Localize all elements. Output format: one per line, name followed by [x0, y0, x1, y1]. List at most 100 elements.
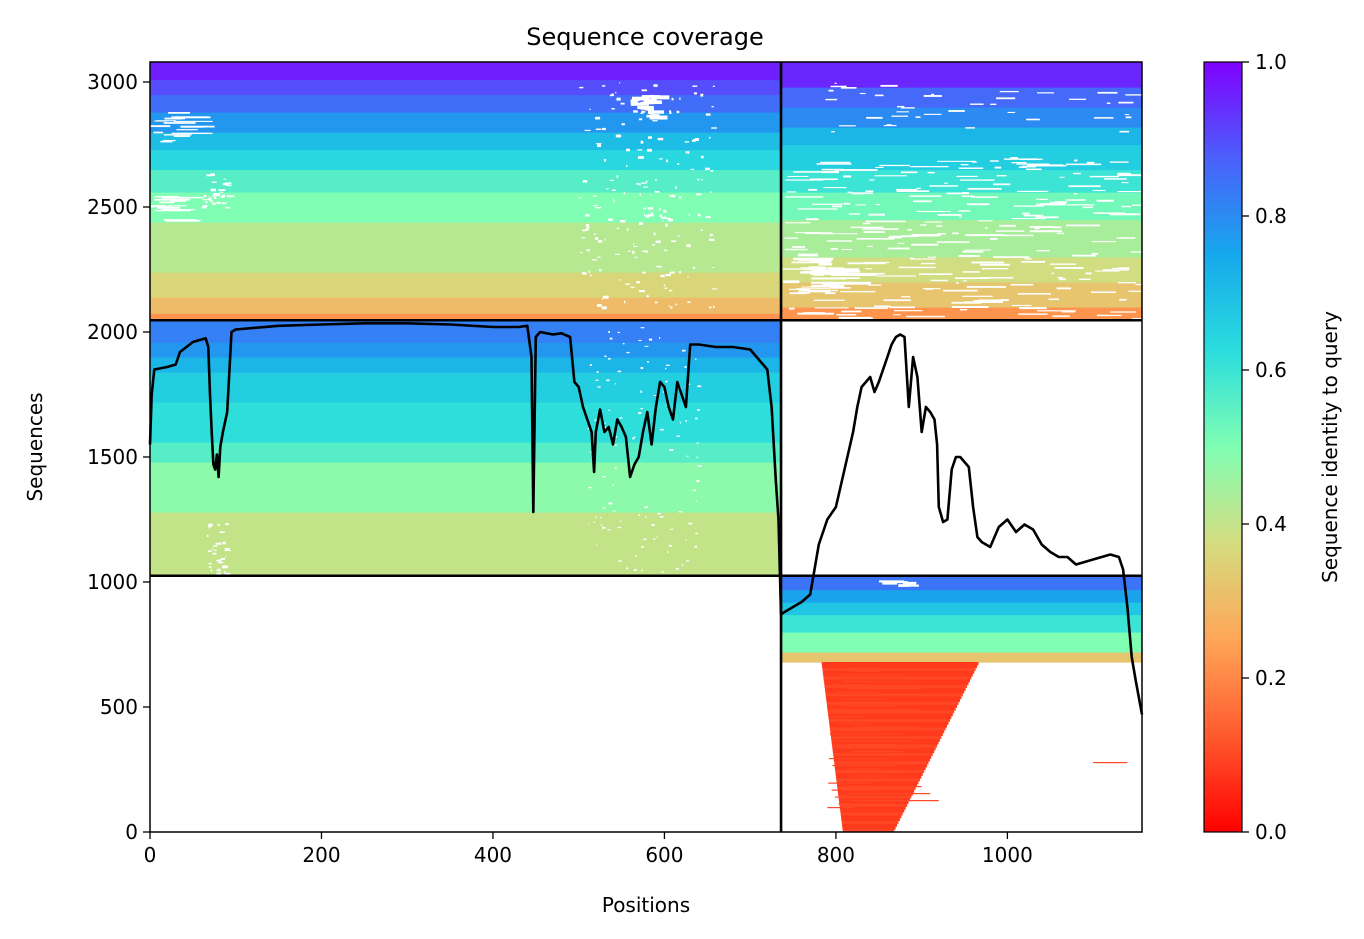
coverage-gap — [661, 216, 667, 219]
coverage-gap — [696, 442, 699, 444]
coverage-gap — [813, 299, 845, 301]
coverage-gap — [163, 139, 176, 142]
coverage-gap — [215, 542, 222, 545]
colorbar-tick-label: 0.0 — [1255, 820, 1287, 844]
coverage-gap — [670, 306, 673, 309]
coverage-band-0-6 — [150, 149, 782, 171]
coverage-gap — [595, 116, 601, 120]
coverage-gap — [965, 234, 1004, 237]
coverage-gap — [626, 148, 630, 152]
coverage-band-2-5 — [781, 169, 1142, 193]
coverage-gap — [210, 188, 216, 192]
low-identity-row — [826, 701, 959, 705]
coverage-gap — [996, 175, 1007, 177]
coverage-gap — [841, 310, 862, 313]
coverage-gap — [150, 205, 171, 208]
coverage-gap — [626, 351, 630, 354]
coverage-gap — [993, 256, 1030, 258]
coverage-gap — [913, 200, 932, 203]
coverage-gap — [621, 123, 625, 126]
coverage-gap — [222, 202, 227, 205]
coverage-gap — [647, 105, 653, 109]
coverage-gap — [640, 140, 644, 144]
coverage-gap — [634, 256, 638, 258]
coverage-gap — [848, 213, 861, 215]
coverage-gap — [222, 182, 229, 186]
coverage-gap — [1036, 198, 1049, 201]
coverage-gap — [201, 205, 207, 209]
coverage-gap — [225, 206, 230, 209]
coverage-gap — [784, 248, 808, 251]
coverage-gap — [620, 102, 625, 105]
coverage-gap — [604, 355, 607, 358]
coverage-gap — [875, 166, 884, 168]
coverage-band-3-3 — [781, 602, 1142, 616]
coverage-gap — [641, 182, 647, 184]
coverage-gap — [640, 390, 643, 393]
coverage-gap — [613, 444, 618, 446]
coverage-gap — [593, 521, 596, 523]
coverage-gap — [882, 581, 898, 585]
coverage-gap — [856, 238, 895, 240]
coverage-gap — [594, 419, 599, 421]
coverage-gap — [646, 114, 654, 118]
coverage-gap — [654, 191, 660, 193]
coverage-gap — [977, 220, 993, 222]
coverage-gap — [630, 102, 649, 106]
coverage-gap — [205, 201, 208, 204]
low-identity-streak — [830, 709, 922, 711]
low-identity-row — [826, 698, 960, 703]
coverage-gap — [1054, 267, 1084, 269]
coverage-gap — [1013, 205, 1044, 207]
coverage-gap — [603, 159, 607, 162]
coverage-gap — [804, 232, 833, 235]
coverage-band-0-7 — [150, 132, 782, 151]
coverage-band-0-11 — [150, 62, 782, 81]
coverage-gap — [697, 465, 702, 467]
coverage-gap — [789, 288, 811, 290]
coverage-gap — [697, 385, 702, 388]
coverage-gap — [647, 207, 654, 210]
coverage-gap — [218, 568, 221, 571]
coverage-gap — [1121, 181, 1129, 184]
coverage-gap — [676, 435, 681, 437]
low-identity-row — [834, 761, 929, 765]
coverage-gap — [652, 120, 658, 122]
coverage-gap — [840, 290, 876, 293]
coverage-gap — [596, 143, 602, 145]
coverage-gap — [685, 539, 687, 541]
coverage-gap — [1121, 205, 1131, 208]
coverage-gap — [806, 218, 819, 221]
low-identity-row — [829, 724, 948, 728]
coverage-gap — [616, 227, 620, 229]
coverage-gap — [1078, 278, 1091, 280]
colorbar-tick-label: 0.6 — [1255, 358, 1287, 382]
coverage-gap — [652, 244, 656, 246]
coverage-gap — [847, 262, 886, 265]
colorbar — [1203, 61, 1243, 833]
low-identity-row — [839, 800, 909, 805]
coverage-gap — [798, 291, 810, 294]
coverage-gap — [999, 224, 1016, 227]
low-identity-streak — [844, 737, 888, 739]
coverage-gap — [648, 213, 654, 217]
coverage-gap — [651, 95, 670, 100]
coverage-gap — [203, 194, 207, 198]
coverage-gap — [211, 548, 214, 550]
coverage-gap — [808, 188, 817, 191]
low-identity-row — [827, 707, 956, 711]
coverage-gap — [821, 171, 839, 174]
coverage-gap — [154, 120, 168, 122]
coverage-gap — [690, 168, 695, 170]
coverage-gap — [810, 272, 849, 275]
coverage-gap — [1106, 102, 1111, 105]
coverage-gap — [613, 200, 615, 203]
coverage-gap — [924, 221, 943, 223]
colorbar-label: Sequence identity to query — [1318, 311, 1342, 583]
coverage-gap — [1131, 318, 1142, 320]
coverage-gap — [1037, 92, 1054, 94]
coverage-gap — [173, 120, 213, 122]
coverage-gap — [1010, 283, 1034, 286]
low-identity-row — [823, 679, 970, 683]
coverage-gap — [644, 345, 649, 347]
